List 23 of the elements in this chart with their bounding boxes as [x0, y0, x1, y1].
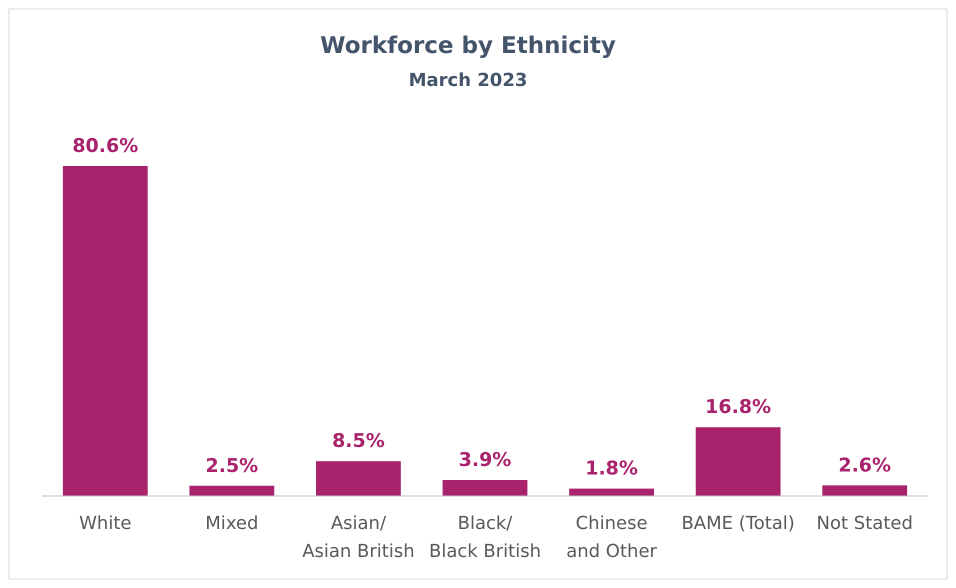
data-label: 1.8%: [585, 458, 638, 480]
data-label: 2.6%: [838, 454, 892, 476]
chart-subtitle: March 2023: [408, 70, 528, 91]
data-label: 3.9%: [458, 449, 512, 472]
x-tick-label: Chinese and Other: [566, 513, 658, 562]
x-tick-label: Black/ Black British: [428, 513, 542, 562]
bar: [696, 427, 781, 496]
bar: [822, 485, 908, 496]
bar: [62, 166, 148, 496]
bar: [189, 486, 274, 496]
bar: [569, 488, 654, 496]
chart-title: Workforce by Ethnicity: [320, 33, 616, 59]
data-label: 8.5%: [332, 430, 385, 452]
data-label: 2.5%: [206, 454, 258, 477]
bar: [442, 480, 528, 496]
bar: [316, 461, 401, 496]
data-label: 80.6%: [72, 135, 138, 157]
x-tick-label: Mixed: [205, 513, 258, 534]
x-tick-label: Not Stated: [816, 513, 913, 534]
x-tick-label: White: [79, 513, 132, 534]
x-tick-label: Asian/ Asian British: [302, 513, 415, 562]
data-label: 16.8%: [705, 396, 772, 418]
x-tick-label: BAME (Total): [681, 513, 795, 534]
